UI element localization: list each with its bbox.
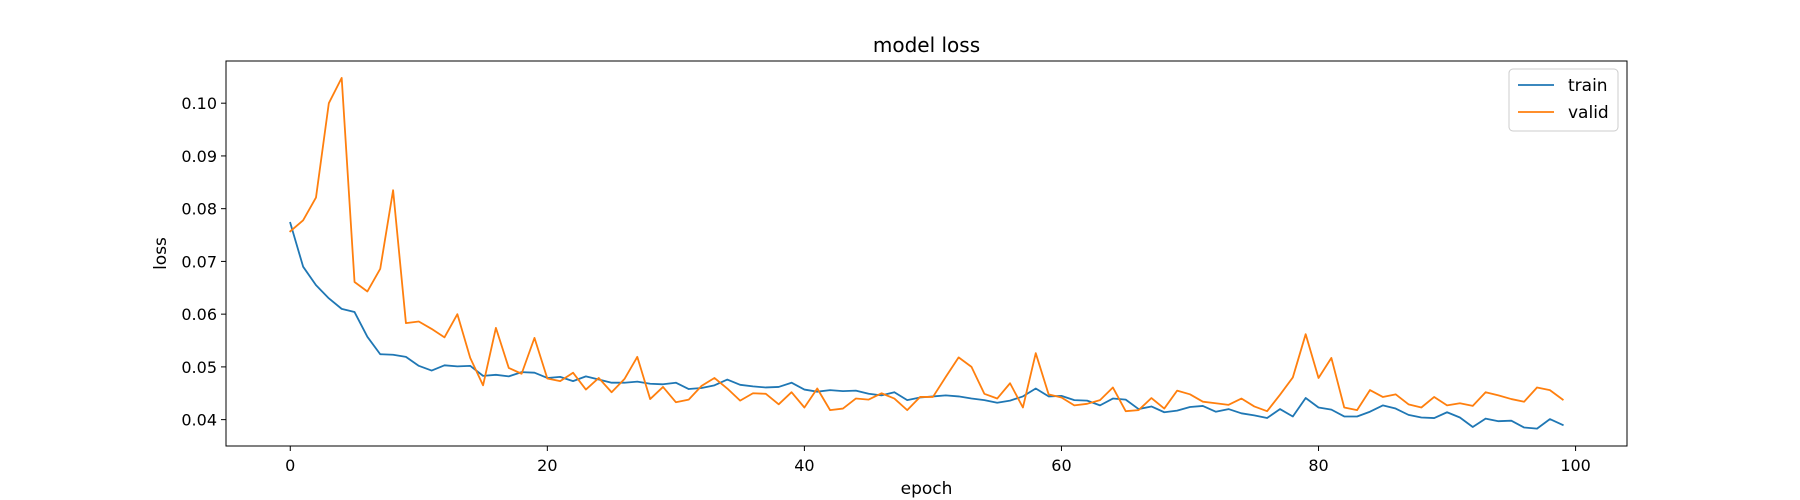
plot-frame [225,60,1628,447]
y-tick-label: 0.08 [181,200,217,219]
legend-label-train: train [1568,76,1608,96]
x-tick-label: 0 [285,456,295,475]
y-tick-label: 0.04 [181,411,217,430]
series-layer [289,76,1564,430]
y-tick-label: 0.10 [181,94,217,113]
y-tick-label: 0.07 [181,252,217,271]
x-tick-label: 100 [1560,456,1591,475]
x-tick-label: 40 [794,456,814,475]
x-tick-label: 60 [1051,456,1071,475]
y-tick-label: 0.09 [181,147,217,166]
y-tick-label: 0.05 [181,358,217,377]
series-line-valid [289,76,1564,413]
x-tick-label: 80 [1308,456,1328,475]
chart-title: model loss [873,33,980,57]
x-tick-label: 20 [537,456,557,475]
y-axis-ticks: 0.04 0.05 0.06 0.07 0.08 0.09 0.10 [181,94,226,430]
legend: train valid [1508,68,1619,132]
x-axis-ticks: 0 20 40 60 80 100 [285,446,1591,475]
y-axis-label: loss [151,237,171,270]
y-tick-label: 0.06 [181,305,217,324]
legend-label-valid: valid [1568,103,1609,123]
x-axis-label: epoch [901,479,953,499]
